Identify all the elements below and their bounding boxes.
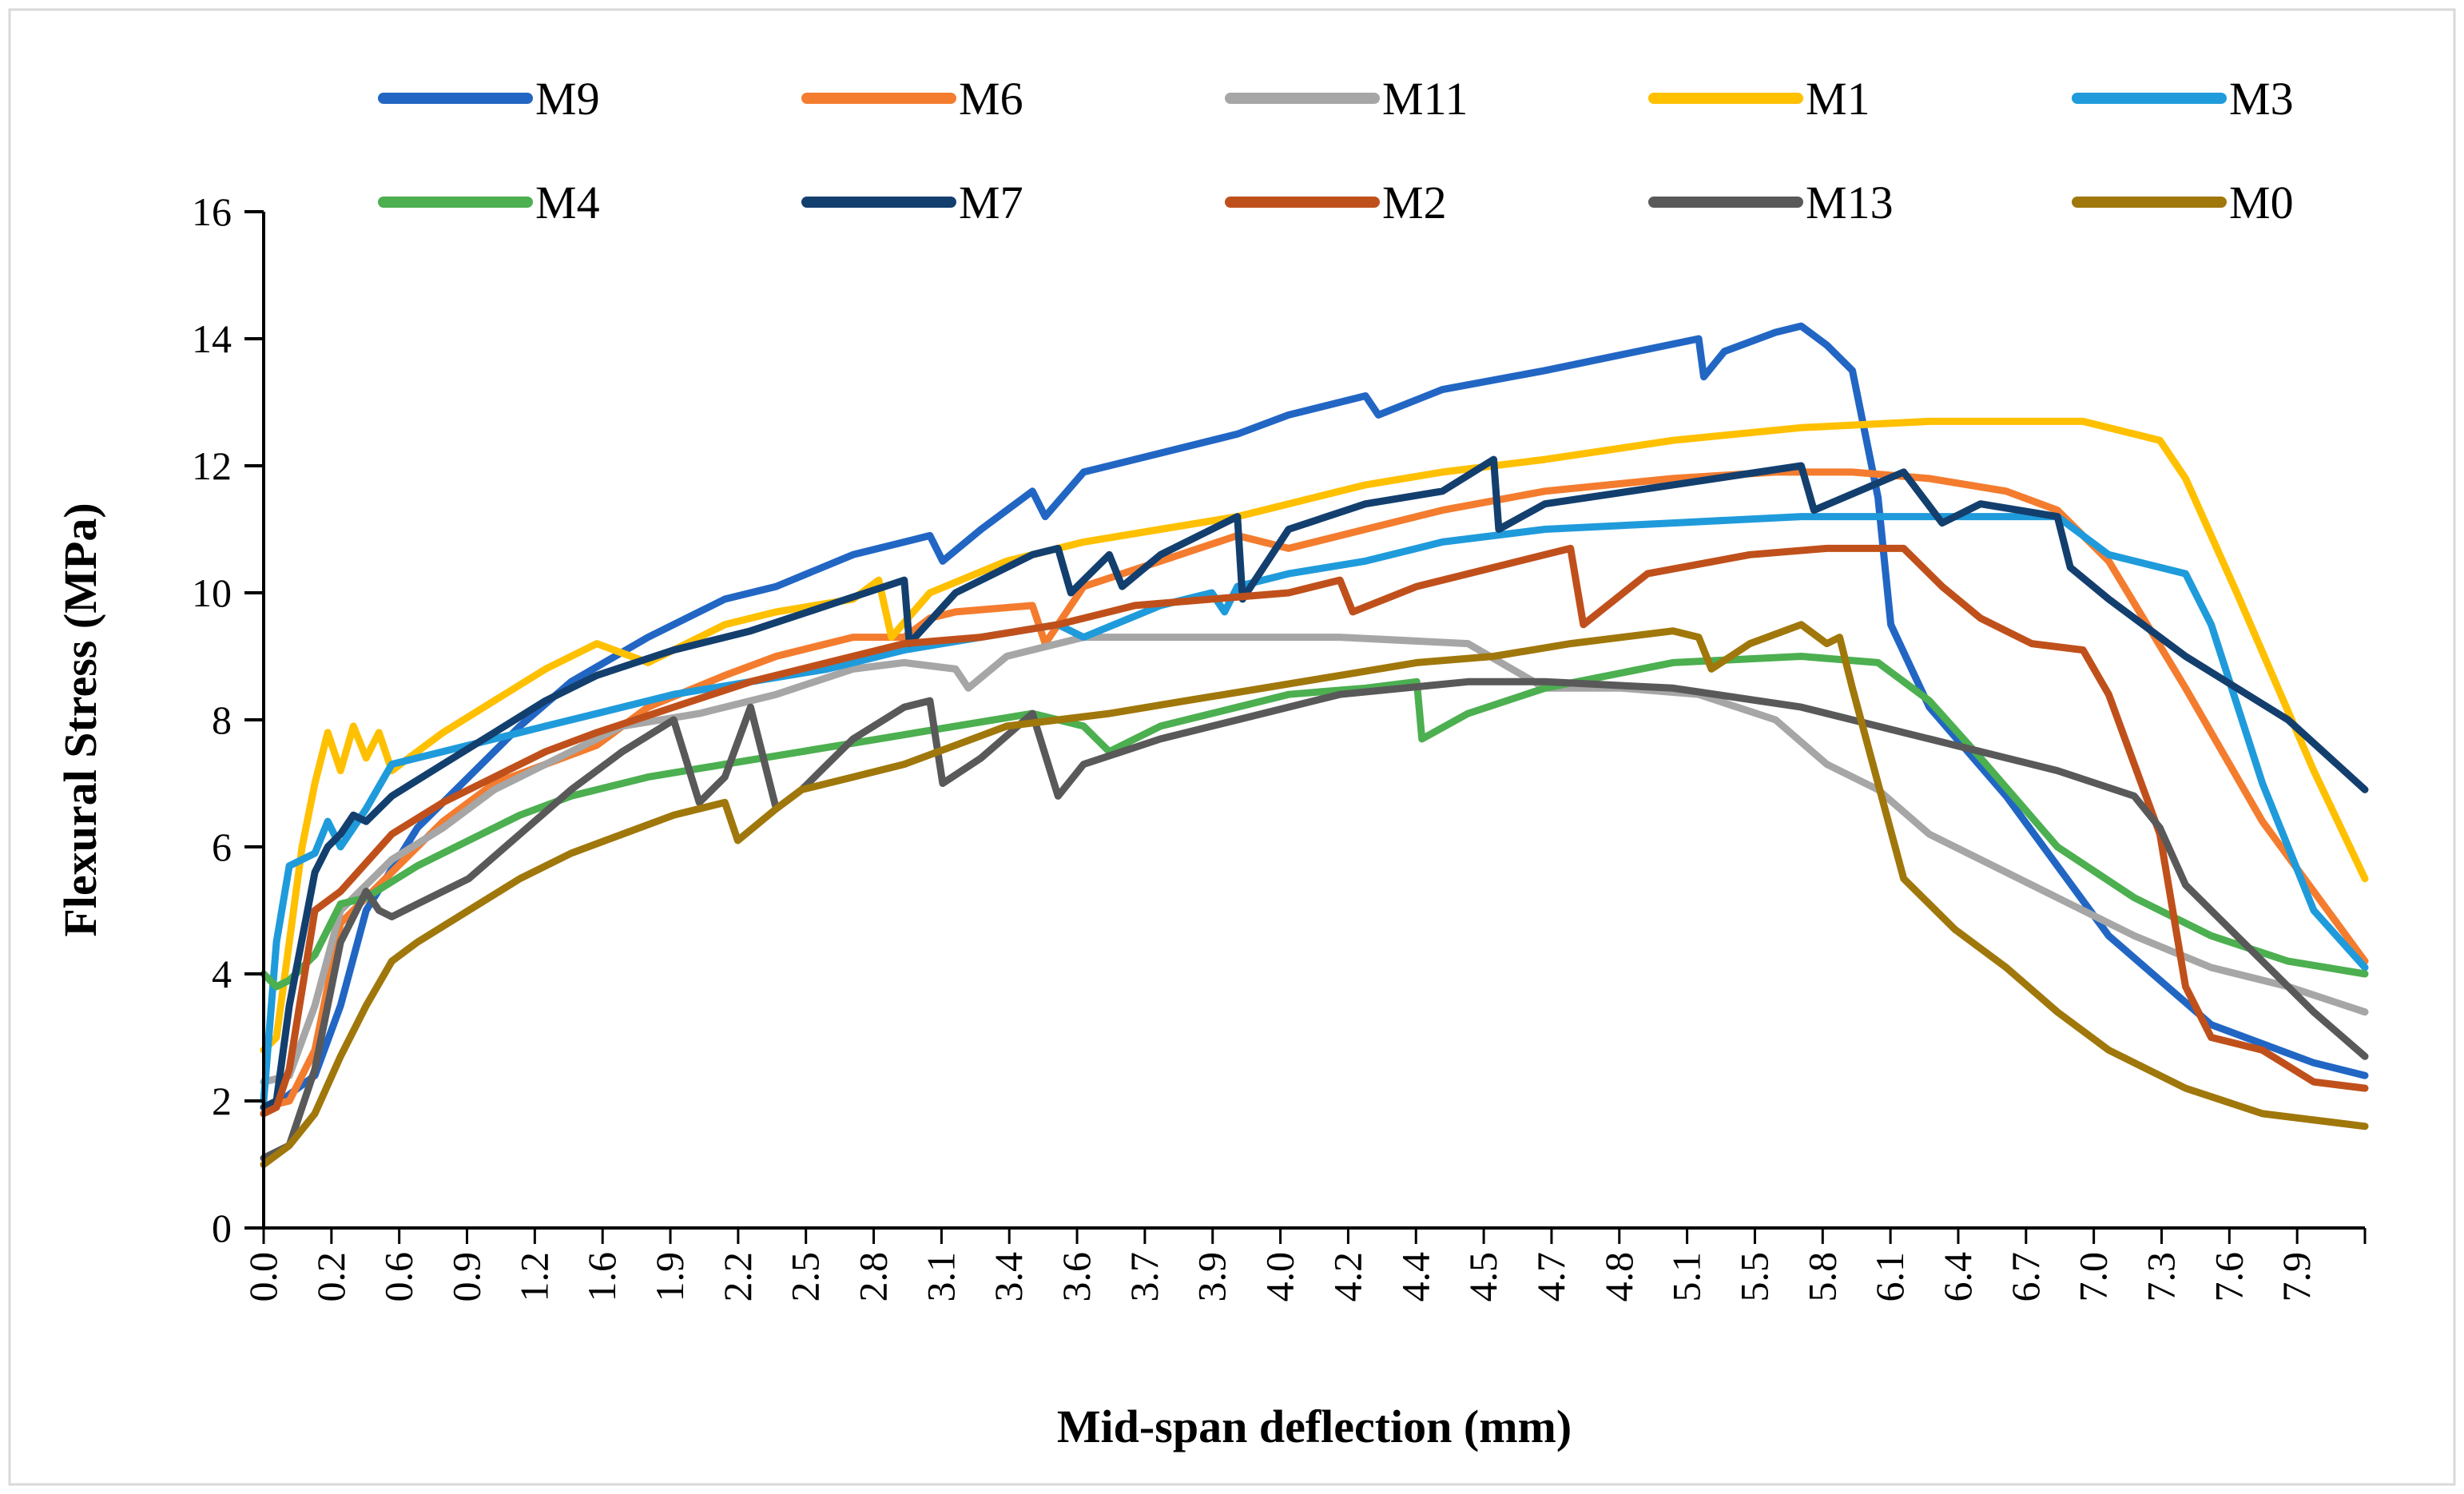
x-tick-label: 3.1 [918,1252,963,1302]
x-tick-label: 7.6 [2206,1252,2251,1302]
x-tick-label: 7.9 [2274,1252,2319,1302]
x-tick-label: 5.8 [1799,1252,1844,1302]
legend-label-m2: M2 [1382,177,1447,228]
series-line-m2 [260,544,2369,1118]
legend-label-m9: M9 [535,73,600,125]
series-line-m9 [260,322,2369,1118]
x-tick-label: 2.2 [715,1252,760,1302]
x-tick-label: 0.0 [240,1252,285,1302]
y-tick-label: 14 [192,316,232,361]
x-tick-label: 2.8 [851,1252,896,1302]
y-tick-label: 16 [192,189,232,234]
y-tick-label: 2 [212,1079,232,1123]
chart-border [8,8,2456,1486]
y-tick-label: 8 [212,697,232,742]
y-tick-label: 12 [192,443,232,488]
legend-label-m3: M3 [2229,73,2294,125]
legend-label-m0: M0 [2229,177,2294,228]
series-line-m4 [260,653,2369,991]
y-axis-title: Flexural Stress (MPa) [54,503,106,936]
y-tick-label: 4 [212,952,232,996]
x-tick-label: 0.2 [308,1252,353,1302]
series-line-m3 [260,513,2369,1105]
x-tick-label: 0.6 [376,1252,421,1302]
x-tick-label: 1.6 [579,1252,624,1302]
series-line-m13 [260,677,2369,1162]
x-tick-label: 3.7 [1122,1252,1166,1302]
x-tick-label: 4.5 [1461,1252,1505,1302]
y-tick-label: 10 [192,570,232,615]
series-line-m7 [260,455,2369,1111]
x-tick-label: 7.3 [2138,1252,2183,1302]
series-line-m1 [260,417,2369,1054]
x-tick-label: 7.0 [2071,1252,2116,1302]
x-tick-label: 5.5 [1731,1252,1776,1302]
series-line-m11 [260,634,2369,1086]
x-tick-label: 6.7 [2003,1252,2048,1302]
legend-label-m1: M1 [1806,73,1870,125]
x-tick-label: 4.0 [1258,1252,1302,1302]
x-tick-label: 4.4 [1393,1252,1437,1302]
x-tick-label: 6.4 [1935,1252,1980,1302]
x-tick-label: 1.2 [511,1252,556,1302]
x-tick-label: 5.1 [1664,1252,1709,1302]
x-tick-label: 6.1 [1867,1252,1912,1302]
x-tick-label: 4.7 [1528,1252,1573,1302]
legend-label-m6: M6 [959,73,1023,125]
legend-label-m7: M7 [959,177,1023,228]
x-tick-label: 2.5 [783,1252,828,1302]
x-tick-label: 3.4 [986,1252,1031,1302]
legend-label-m13: M13 [1806,177,1894,228]
x-tick-label: 1.9 [647,1252,692,1302]
x-tick-label: 3.9 [1190,1252,1234,1302]
y-tick-label: 0 [212,1206,232,1250]
x-axis-title: Mid-span deflection (mm) [1057,1401,1572,1452]
legend-label-m11: M11 [1382,73,1468,125]
x-tick-label: 4.2 [1325,1252,1369,1302]
y-tick-label: 6 [212,824,232,869]
x-tick-label: 4.8 [1596,1252,1641,1302]
series-line-m0 [260,621,2369,1168]
x-tick-label: 0.9 [444,1252,489,1302]
legend-label-m4: M4 [535,177,600,228]
x-tick-label: 3.6 [1054,1252,1099,1302]
